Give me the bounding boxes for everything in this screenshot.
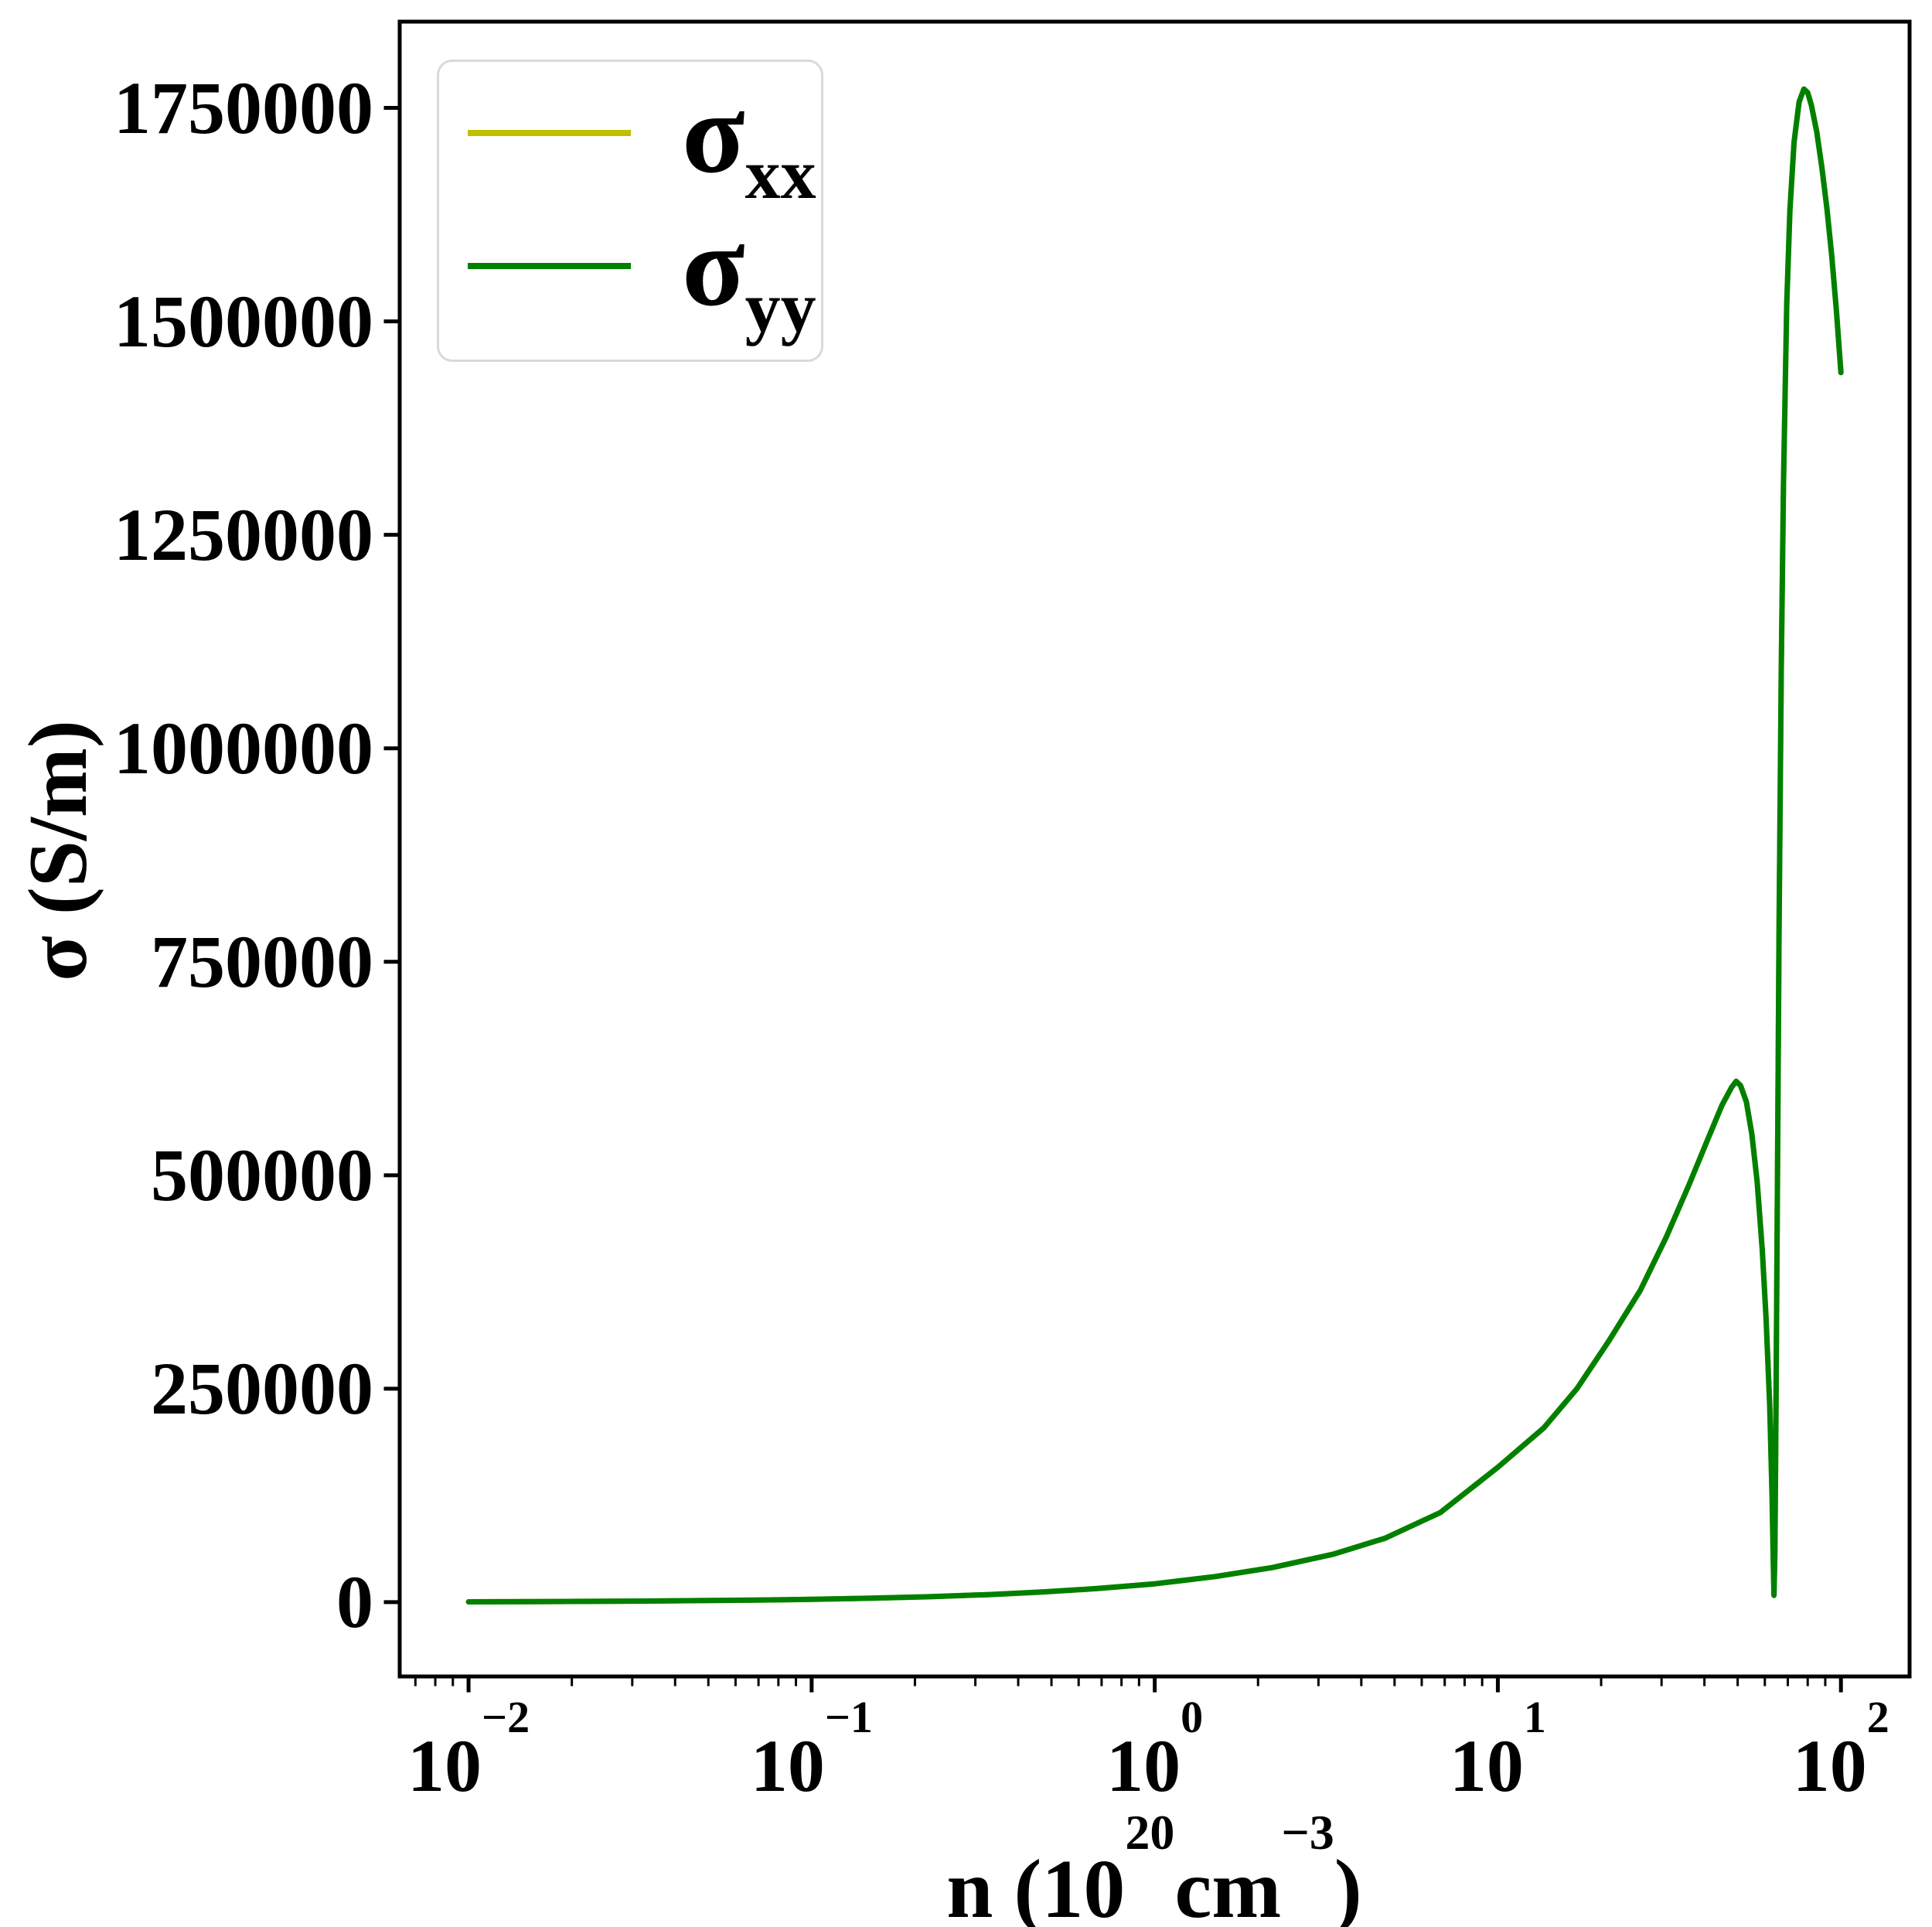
legend-line-sigma-xx (468, 130, 631, 136)
x-tick-label-base: 10 (1792, 1724, 1867, 1807)
y-tick-label: 1000000 (114, 706, 373, 790)
x-tick-label-exponent: 2 (1866, 1692, 1889, 1742)
x-tick-label: 10 0 (1106, 1693, 1203, 1803)
legend-entry-sigma-xx: σ xx (439, 67, 821, 210)
x-tick-label-exponent: 0 (1181, 1692, 1204, 1742)
x-tick-label-exponent: −2 (482, 1692, 530, 1742)
x-tick-label-base: 10 (1449, 1724, 1524, 1807)
x-tick-label: 10 −1 (751, 1693, 873, 1803)
y-tick-label: 750000 (151, 919, 373, 1003)
x-tick-label: 10 −2 (407, 1693, 530, 1803)
x-tick-label-exponent: −1 (824, 1692, 873, 1742)
x-axis-label-pre: n (10 (946, 1843, 1126, 1927)
legend-line-sigma-yy (468, 263, 631, 269)
legend-label-sigma-yy-sub: yy (745, 268, 816, 346)
y-tick-label: 1500000 (114, 279, 373, 363)
x-axis-label-superscript-20: 20 (1125, 1805, 1175, 1860)
x-axis-label: n (10 20 cm −3) (946, 1808, 1361, 1927)
curve-sigma-yy (465, 86, 1844, 1605)
x-axis-label-superscript-minus3: −3 (1281, 1805, 1334, 1860)
x-tick-label: 10 2 (1793, 1693, 1889, 1803)
legend-label-sigma-xx-main: σ (682, 69, 745, 197)
legend-box: σ xx σ yy (437, 60, 823, 362)
legend-label-sigma-yy: σ yy (682, 202, 816, 343)
x-tick-label-exponent: 1 (1523, 1692, 1546, 1742)
x-tick-label-base: 10 (407, 1724, 482, 1807)
y-tick-label: 0 (336, 1560, 373, 1643)
x-axis-label-mid: cm (1174, 1843, 1282, 1927)
x-tick-label: 10 1 (1450, 1693, 1546, 1803)
x-tick-label-base: 10 (750, 1724, 825, 1807)
x-tick-label-base: 10 (1106, 1724, 1181, 1807)
legend-label-sigma-xx: σ xx (682, 69, 816, 210)
y-tick-label: 500000 (151, 1133, 373, 1216)
legend-label-sigma-yy-main: σ (682, 202, 745, 330)
y-tick-label: 250000 (151, 1346, 373, 1430)
legend-label-sigma-xx-sub: xx (745, 135, 816, 213)
y-tick-label: 1750000 (114, 66, 373, 149)
y-tick-label: 1250000 (114, 493, 373, 576)
plot-frame (397, 19, 1912, 1679)
legend-entry-sigma-yy: σ yy (439, 200, 821, 343)
x-axis-label-post: ) (1334, 1843, 1362, 1927)
